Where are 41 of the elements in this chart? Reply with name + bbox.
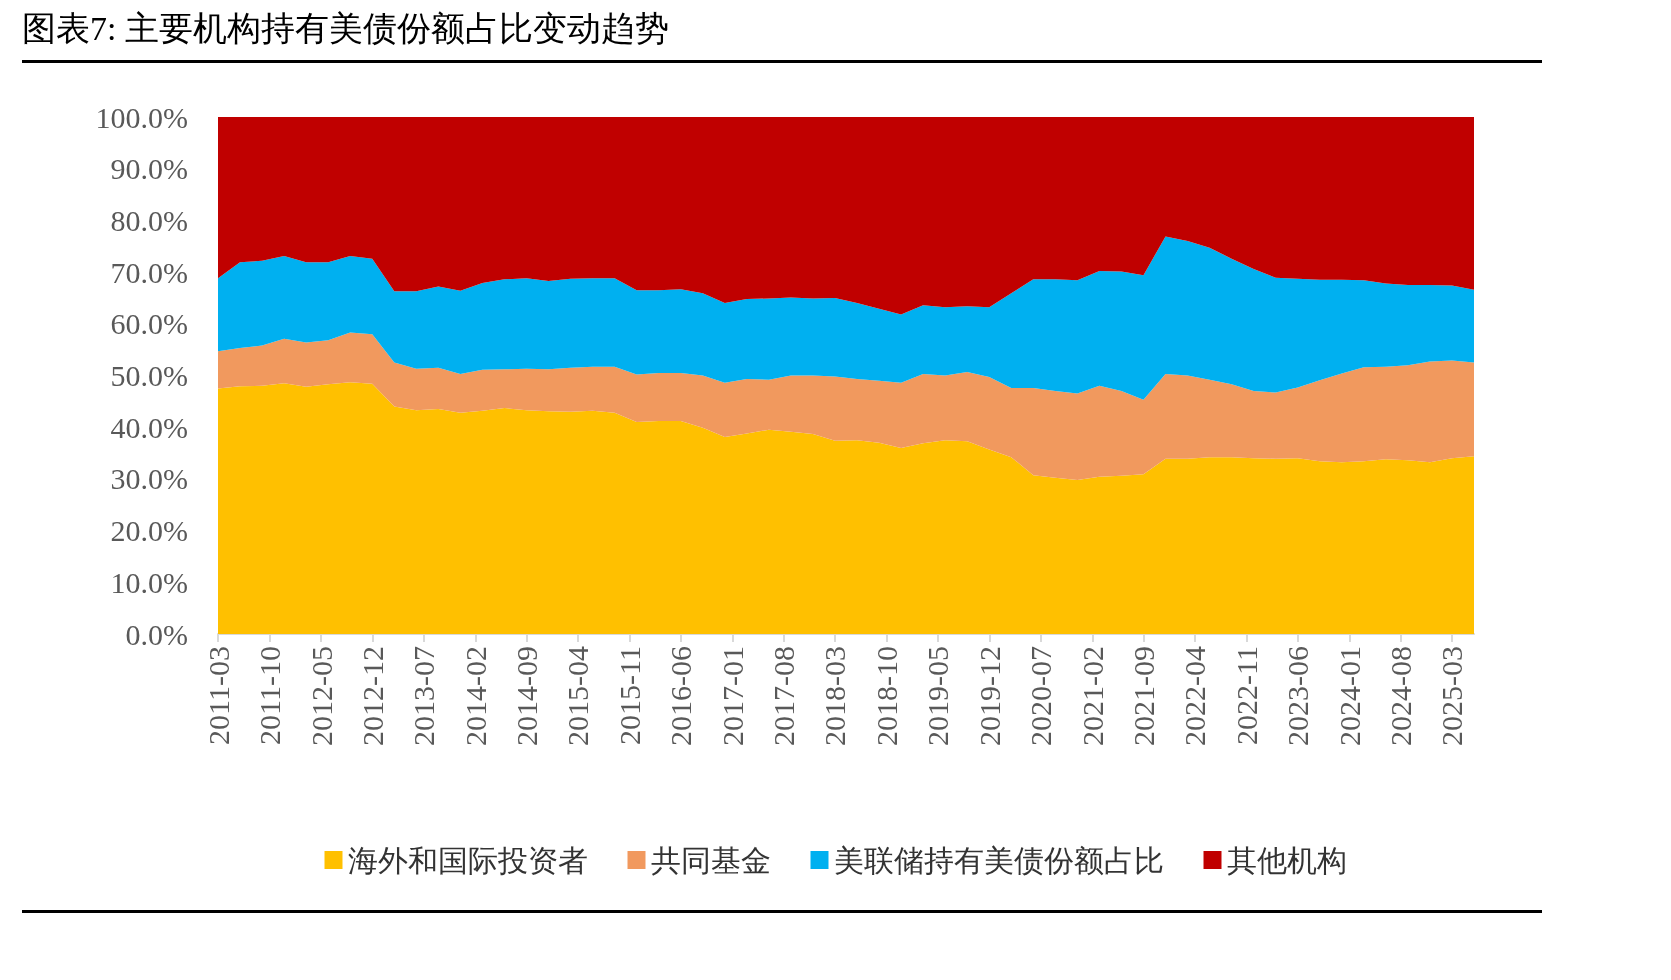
- x-tick-label: 2017-08: [767, 646, 801, 746]
- x-tick-label: 2018-10: [870, 646, 904, 746]
- x-tick-label: 2022-11: [1229, 646, 1263, 745]
- y-tick-label: 30.0%: [110, 462, 188, 496]
- x-tick-label: 2015-04: [561, 646, 595, 746]
- x-tick-label: 2016-06: [664, 646, 698, 746]
- x-tick-label: 2025-03: [1435, 646, 1469, 746]
- legend-label: 其他机构: [1226, 843, 1347, 877]
- x-tick-label: 2019-05: [921, 646, 955, 746]
- x-tick-label: 2019-12: [972, 646, 1006, 746]
- x-tick-label: 2023-06: [1281, 646, 1315, 746]
- y-tick-label: 70.0%: [110, 255, 188, 289]
- x-tick-label: 2012-05: [304, 646, 338, 746]
- y-tick-label: 0.0%: [125, 617, 188, 651]
- x-tick-label: 2014-02: [459, 646, 493, 746]
- y-tick-label: 10.0%: [110, 565, 188, 599]
- y-tick-label: 100.0%: [95, 100, 188, 134]
- x-tick-label: 2021-02: [1076, 646, 1110, 746]
- x-tick-label: 2011-03: [201, 646, 235, 745]
- x-tick-label: 2015-11: [613, 646, 647, 745]
- legend-label: 共同基金: [650, 843, 771, 877]
- x-tick-label: 2012-12: [356, 646, 390, 746]
- chart-title: 图表7: 主要机构持有美债份额占比变动趋势: [22, 6, 1542, 63]
- x-tick-label: 2024-08: [1384, 646, 1418, 746]
- y-tick-label: 60.0%: [110, 307, 188, 341]
- x-tick-label: 2022-04: [1178, 646, 1212, 746]
- y-tick-label: 80.0%: [110, 203, 188, 237]
- legend-label: 美联储持有美债份额占比: [833, 843, 1164, 877]
- y-tick-label: 40.0%: [110, 410, 188, 444]
- y-tick-label: 20.0%: [110, 514, 188, 548]
- x-tick-label: 2020-07: [1024, 646, 1058, 746]
- y-tick-label: 90.0%: [110, 152, 188, 186]
- legend-label: 海外和国际投资者: [347, 843, 588, 877]
- x-tick-label: 2024-01: [1332, 646, 1366, 746]
- x-tick-label: 2011-10: [253, 646, 287, 745]
- x-tick-label: 2017-01: [716, 646, 750, 746]
- x-tick-label: 2021-09: [1127, 646, 1161, 746]
- x-tick-label: 2014-09: [510, 646, 544, 746]
- y-tick-label: 50.0%: [110, 359, 188, 392]
- x-tick-label: 2013-07: [407, 646, 441, 746]
- x-tick-label: 2018-03: [818, 646, 852, 746]
